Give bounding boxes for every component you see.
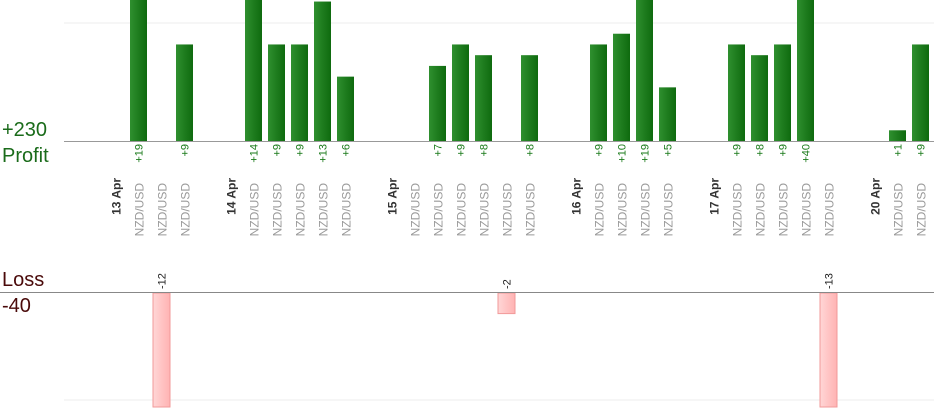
profit-value-label: +8 xyxy=(525,144,537,157)
profit-bar xyxy=(751,55,768,141)
loss-value-label: -2 xyxy=(502,279,514,289)
profit-bar xyxy=(889,130,906,141)
symbol-label: NZD/USD xyxy=(639,183,653,237)
symbol-label: NZD/USD xyxy=(179,183,193,237)
profit-value-label: +9 xyxy=(456,144,468,157)
profit-value-label: +14 xyxy=(249,144,261,163)
profit-bar xyxy=(429,65,446,141)
symbol-label: NZD/USD xyxy=(294,183,308,237)
loss-label: Loss xyxy=(2,269,45,291)
profit-label: Profit xyxy=(2,145,49,167)
date-label: 17 Apr xyxy=(708,178,722,215)
category-labels: 13 Apr NZD/USD NZD/USD NZD/USD 14 Apr NZD/USD… xyxy=(110,178,929,237)
symbol-label: NZD/USD xyxy=(754,183,768,237)
profit-value-label: +13 xyxy=(318,144,330,163)
symbol-label: NZD/USD xyxy=(501,183,515,237)
profit-bar xyxy=(475,55,492,141)
symbol-label: NZD/USD xyxy=(432,183,446,237)
date-label: 16 Apr xyxy=(570,178,584,215)
symbol-label: NZD/USD xyxy=(823,183,837,237)
profit-bar xyxy=(337,76,354,141)
profit-value-label: +9 xyxy=(732,144,744,157)
profit-bar xyxy=(590,44,607,141)
symbol-label: NZD/USD xyxy=(156,183,170,237)
symbol-label: NZD/USD xyxy=(409,183,423,237)
symbol-label: NZD/USD xyxy=(616,183,630,237)
symbol-label: NZD/USD xyxy=(593,183,607,237)
profit-bar xyxy=(291,44,308,141)
symbol-label: NZD/USD xyxy=(731,183,745,237)
loss-bar xyxy=(819,292,838,408)
profit-value-label: +9 xyxy=(295,144,307,157)
symbol-label: NZD/USD xyxy=(478,183,492,237)
profit-value-label: +5 xyxy=(663,144,675,157)
date-label: 20 Apr xyxy=(869,178,883,215)
symbol-label: NZD/USD xyxy=(777,183,791,237)
profit-bar xyxy=(774,44,791,141)
profit-value-label: +10 xyxy=(617,144,629,163)
profit-value-label: +19 xyxy=(640,144,652,163)
profit-value-label: +9 xyxy=(916,144,928,157)
symbol-label: NZD/USD xyxy=(524,183,538,237)
profit-value-label: +8 xyxy=(479,144,491,157)
date-label: 13 Apr xyxy=(110,178,124,215)
bar-value-labels: +19 -12 +9 +14 +9 +9 +13 +6 +7 +9 +8 -2 +8 +9 +10 +19 +5… xyxy=(134,144,928,289)
profit-value-label: +1 xyxy=(893,144,905,157)
profit-bar xyxy=(636,0,653,141)
loss-value-label: -12 xyxy=(157,273,169,289)
profit-value-label: +7 xyxy=(433,144,445,157)
profit-value-label: +40 xyxy=(801,144,813,163)
profit-bar xyxy=(130,0,147,141)
profit-bar xyxy=(659,87,676,141)
symbol-label: NZD/USD xyxy=(800,183,814,237)
profit-bar xyxy=(797,0,814,141)
symbol-label: NZD/USD xyxy=(248,183,262,237)
symbol-label: NZD/USD xyxy=(133,183,147,237)
profit-bar xyxy=(176,44,193,141)
symbol-label: NZD/USD xyxy=(271,183,285,237)
profit-total: +230 xyxy=(2,119,48,141)
profit-bar xyxy=(314,1,331,141)
date-label: 14 Apr xyxy=(225,178,239,215)
symbol-label: NZD/USD xyxy=(892,183,906,237)
profit-value-label: +9 xyxy=(272,144,284,157)
profit-value-label: +8 xyxy=(755,144,767,157)
profit-bar xyxy=(245,0,262,141)
profit-bar xyxy=(521,55,538,141)
profit-value-label: +19 xyxy=(134,144,146,163)
profit-value-label: +9 xyxy=(180,144,192,157)
date-label: 15 Apr xyxy=(386,178,400,215)
trade-bars xyxy=(130,0,929,408)
symbol-label: NZD/USD xyxy=(662,183,676,237)
grid-lines xyxy=(64,22,934,401)
loss-bar xyxy=(152,292,171,408)
symbol-label: NZD/USD xyxy=(340,183,354,237)
loss-bar xyxy=(497,292,516,315)
profit-bar xyxy=(613,33,630,141)
symbol-label: NZD/USD xyxy=(455,183,469,237)
axis-lines xyxy=(0,141,934,293)
profit-value-label: +6 xyxy=(341,144,353,157)
loss-total: -40 xyxy=(2,295,31,317)
profit-bar xyxy=(268,44,285,141)
profit-value-label: +9 xyxy=(594,144,606,157)
loss-value-label: -13 xyxy=(824,273,836,289)
profit-bar xyxy=(452,44,469,141)
profit-bar xyxy=(728,44,745,141)
profit-bar xyxy=(912,44,929,141)
symbol-label: NZD/USD xyxy=(915,183,929,237)
profit-value-label: +9 xyxy=(778,144,790,157)
symbol-label: NZD/USD xyxy=(317,183,331,237)
